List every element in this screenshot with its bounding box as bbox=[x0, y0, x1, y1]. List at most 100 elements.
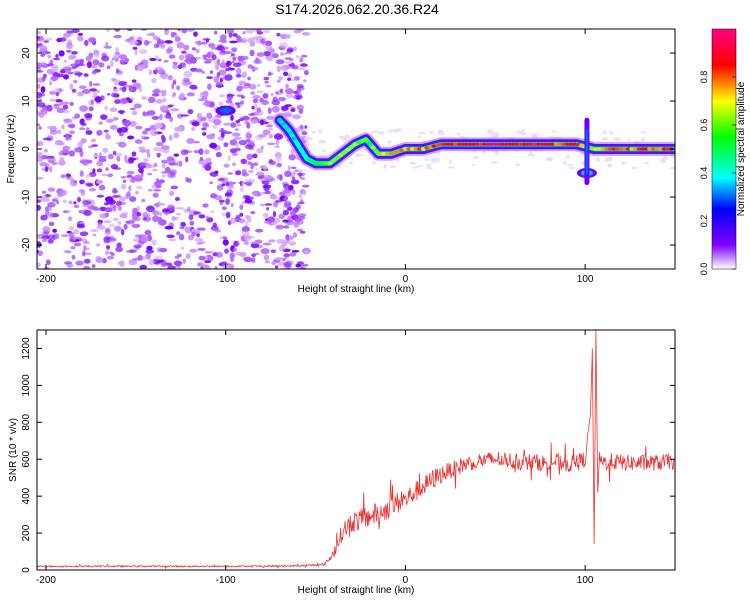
noise-speck bbox=[284, 104, 293, 107]
noise-speck bbox=[103, 45, 113, 49]
noise-speck bbox=[122, 179, 127, 183]
noise-speck bbox=[417, 165, 424, 168]
noise-speck bbox=[170, 108, 180, 112]
noise-speck bbox=[265, 45, 273, 51]
noise-speck bbox=[112, 205, 117, 212]
ridge-core bbox=[287, 131, 293, 135]
ridge-core bbox=[564, 142, 570, 146]
noise-speck bbox=[104, 105, 108, 111]
noise-speck bbox=[193, 150, 200, 154]
ridge-core bbox=[456, 142, 462, 146]
noise-speck bbox=[67, 210, 71, 213]
noise-speck bbox=[257, 83, 261, 88]
noise-speck bbox=[562, 160, 568, 165]
noise-speck bbox=[147, 172, 153, 176]
noise-speck bbox=[37, 140, 44, 147]
noise-speck bbox=[177, 29, 182, 32]
noise-speck bbox=[613, 137, 621, 142]
ridge-core bbox=[489, 142, 495, 146]
noise-speck bbox=[166, 156, 175, 161]
noise-speck bbox=[215, 81, 224, 89]
noise-speck bbox=[81, 89, 91, 94]
noise-speck bbox=[214, 266, 218, 269]
noise-speck bbox=[146, 110, 156, 116]
noise-speck bbox=[259, 97, 264, 103]
noise-speck bbox=[250, 211, 256, 215]
noise-speck bbox=[668, 166, 675, 170]
noise-speck bbox=[233, 247, 238, 253]
noise-speck bbox=[58, 189, 68, 196]
noise-speck bbox=[104, 207, 113, 213]
noise-speck bbox=[152, 192, 159, 198]
noise-speck bbox=[110, 252, 115, 256]
noise-speck bbox=[120, 176, 127, 179]
noise-speck bbox=[390, 165, 396, 169]
noise-speck bbox=[39, 161, 48, 167]
noise-speck bbox=[230, 114, 234, 121]
noise-speck bbox=[216, 184, 224, 191]
noise-speck bbox=[227, 155, 231, 161]
noise-speck bbox=[297, 213, 307, 217]
noise-speck bbox=[292, 91, 299, 94]
noise-speck bbox=[184, 226, 193, 234]
noise-speck bbox=[601, 137, 608, 141]
noise-speck bbox=[202, 132, 207, 136]
noise-speck bbox=[175, 212, 182, 216]
noise-speck bbox=[40, 214, 48, 221]
noise-speck bbox=[90, 138, 97, 143]
noise-speck bbox=[138, 85, 143, 93]
noise-speck bbox=[145, 164, 152, 167]
noise-speck bbox=[102, 147, 109, 154]
noise-speck bbox=[196, 40, 202, 46]
ridge-core bbox=[532, 142, 538, 146]
noise-speck bbox=[83, 73, 89, 77]
noise-speck bbox=[176, 231, 181, 236]
noise-speck bbox=[486, 129, 494, 135]
noise-speck bbox=[276, 65, 281, 73]
noise-speck bbox=[155, 88, 160, 92]
noise-speck bbox=[299, 177, 306, 180]
noise-speck bbox=[246, 236, 255, 239]
x-tick-label: 0 bbox=[403, 575, 409, 586]
noise-speck bbox=[267, 216, 275, 224]
noise-speck bbox=[183, 80, 192, 86]
noise-speck bbox=[183, 44, 190, 51]
noise-speck bbox=[437, 130, 445, 136]
noise-speck bbox=[49, 90, 57, 95]
noise-speck bbox=[253, 103, 258, 111]
noise-speck bbox=[152, 35, 159, 41]
noise-speck bbox=[121, 142, 126, 147]
noise-speck bbox=[79, 179, 85, 184]
noise-speck bbox=[82, 161, 89, 166]
noise-speck bbox=[147, 96, 156, 104]
ridge-marks bbox=[215, 105, 675, 186]
noise-speck bbox=[61, 124, 65, 130]
snr-x-ticks: -200 -100 0 100 bbox=[36, 330, 594, 586]
noise-speck bbox=[621, 161, 626, 165]
noise-speck bbox=[225, 211, 231, 219]
noise-speck bbox=[607, 163, 613, 168]
noise-speck bbox=[71, 254, 76, 260]
noise-speck bbox=[59, 157, 65, 160]
noise-speck bbox=[133, 238, 140, 243]
noise-speck bbox=[126, 97, 131, 101]
noise-speck bbox=[37, 157, 42, 163]
ridge-core bbox=[593, 147, 599, 151]
noise-speck bbox=[119, 126, 128, 133]
noise-speck bbox=[186, 29, 195, 32]
noise-speck bbox=[126, 29, 133, 32]
noise-speck bbox=[98, 62, 105, 68]
noise-speck bbox=[291, 250, 300, 253]
noise-speck bbox=[38, 111, 45, 118]
noise-speck bbox=[370, 131, 374, 135]
noise-speck bbox=[181, 29, 188, 34]
noise-speck bbox=[109, 59, 113, 67]
noise-speck bbox=[176, 42, 185, 49]
noise-speck bbox=[166, 234, 175, 239]
noise-speck bbox=[147, 188, 153, 192]
noise-speck bbox=[170, 31, 176, 36]
noise-speck bbox=[275, 59, 285, 65]
noise-speck bbox=[63, 66, 72, 71]
noise-speck bbox=[274, 257, 284, 261]
noise-speck bbox=[224, 248, 229, 254]
